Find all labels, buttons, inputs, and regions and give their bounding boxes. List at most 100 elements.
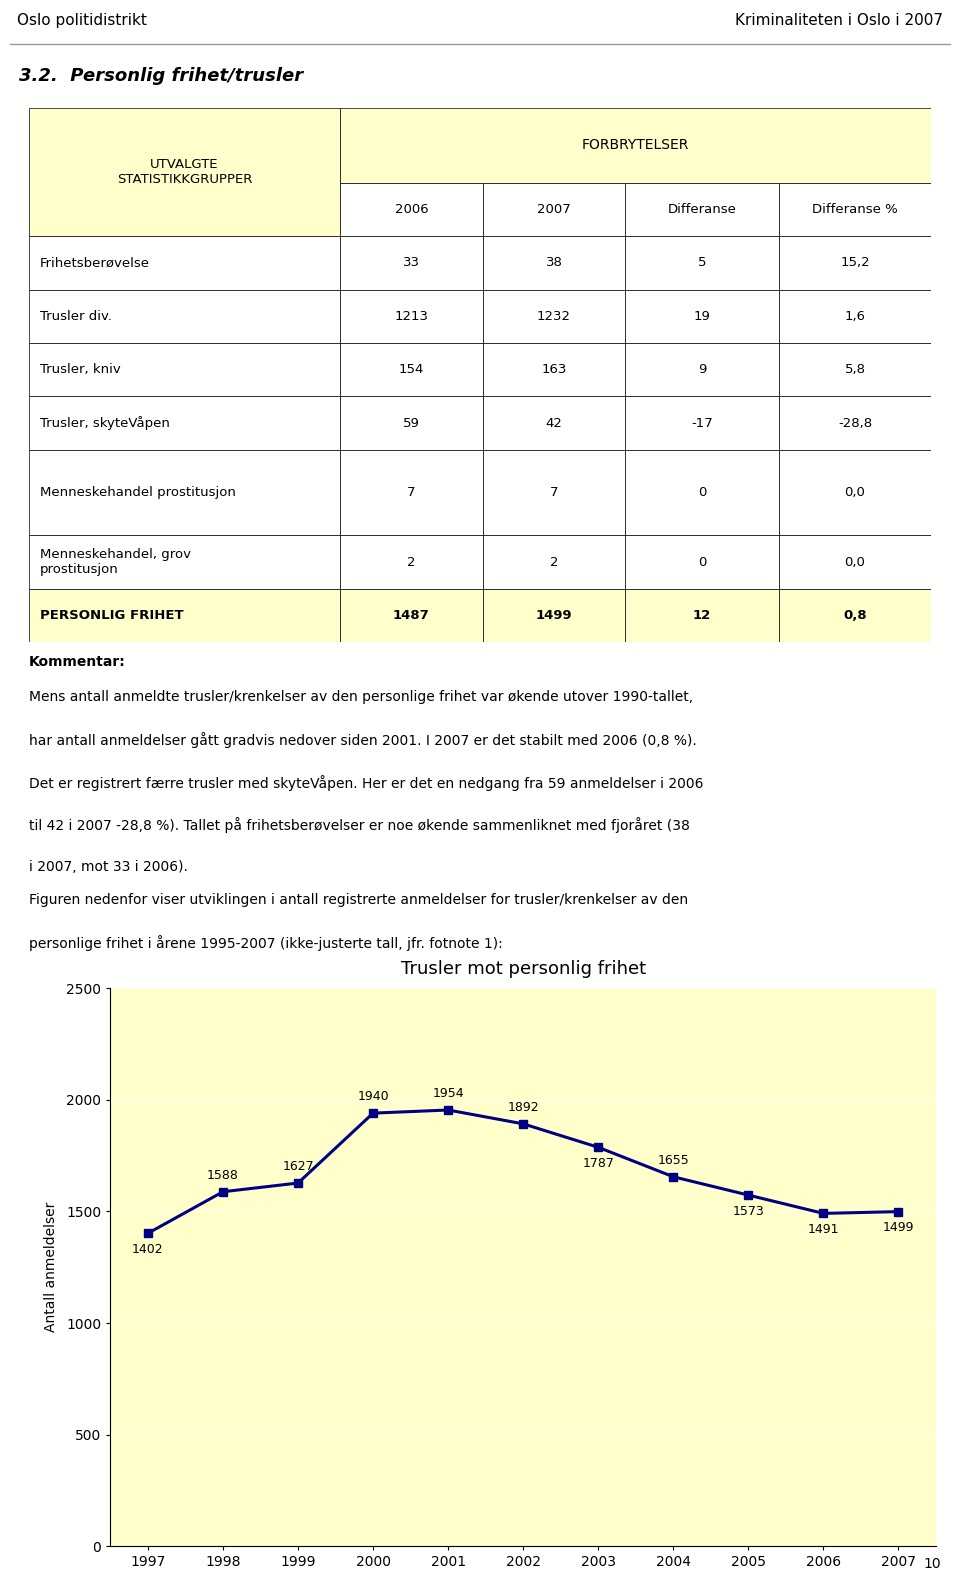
Text: 5: 5 [698, 257, 707, 270]
Text: Menneskehandel, grov
prostitusjon: Menneskehandel, grov prostitusjon [39, 549, 191, 576]
Text: 7: 7 [407, 487, 416, 500]
Bar [779, 450, 931, 536]
Text: 0,0: 0,0 [845, 555, 865, 569]
Text: 10: 10 [924, 1557, 941, 1570]
Text: 163: 163 [541, 363, 566, 376]
Bar [29, 343, 340, 396]
Bar [625, 343, 779, 396]
Text: 33: 33 [403, 257, 420, 270]
Text: Figuren nedenfor viser utviklingen i antall registrerte anmeldelser for trusler/: Figuren nedenfor viser utviklingen i ant… [29, 893, 688, 907]
Bar [625, 182, 779, 236]
Text: 1487: 1487 [393, 609, 430, 622]
Bar [625, 536, 779, 588]
Text: 2: 2 [407, 555, 416, 569]
Bar [779, 536, 931, 588]
Text: Trusler div.: Trusler div. [39, 309, 111, 324]
Bar [779, 396, 931, 450]
Bar [29, 236, 340, 290]
Text: 3.2.  Personlig frihet/trusler: 3.2. Personlig frihet/trusler [19, 67, 303, 86]
Text: 1499: 1499 [536, 609, 572, 622]
Bar [625, 236, 779, 290]
Text: 5,8: 5,8 [845, 363, 866, 376]
Bar [483, 236, 625, 290]
Text: Kriminaliteten i Oslo i 2007: Kriminaliteten i Oslo i 2007 [734, 13, 943, 29]
Text: Trusler, skyteVåpen: Trusler, skyteVåpen [39, 416, 170, 430]
Text: -28,8: -28,8 [838, 417, 872, 430]
Bar [483, 182, 625, 236]
Text: PERSONLIG FRIHET: PERSONLIG FRIHET [39, 609, 183, 622]
Bar [340, 290, 483, 343]
Text: 1232: 1232 [537, 309, 571, 324]
Text: 9: 9 [698, 363, 707, 376]
Bar [29, 290, 340, 343]
Bar [779, 588, 931, 642]
Text: Frihetsberøvelse: Frihetsberøvelse [39, 257, 150, 270]
Text: 0,0: 0,0 [845, 487, 865, 500]
Bar [340, 588, 483, 642]
Bar [340, 536, 483, 588]
Bar [625, 588, 779, 642]
Bar [483, 343, 625, 396]
Bar [483, 450, 625, 536]
Text: Kommentar:: Kommentar: [29, 655, 126, 669]
Text: 0: 0 [698, 555, 707, 569]
Text: 1491: 1491 [807, 1223, 839, 1235]
Text: 1402: 1402 [132, 1243, 164, 1256]
Text: 1573: 1573 [732, 1205, 764, 1218]
Text: 38: 38 [545, 257, 563, 270]
Text: 1,6: 1,6 [845, 309, 866, 324]
Bar [625, 450, 779, 536]
Text: 154: 154 [398, 363, 424, 376]
Bar [340, 450, 483, 536]
Text: 2: 2 [550, 555, 559, 569]
Text: Differanse %: Differanse % [812, 203, 898, 216]
Bar [779, 236, 931, 290]
Bar [779, 290, 931, 343]
Text: 42: 42 [545, 417, 563, 430]
Bar [779, 182, 931, 236]
Bar [483, 588, 625, 642]
Bar [483, 290, 625, 343]
Bar [340, 182, 483, 236]
Text: UTVALGTE
STATISTIKKGRUPPER: UTVALGTE STATISTIKKGRUPPER [117, 159, 252, 186]
Text: Differanse: Differanse [667, 203, 736, 216]
Text: i 2007, mot 33 i 2006).: i 2007, mot 33 i 2006). [29, 860, 187, 874]
Text: 1588: 1588 [207, 1169, 239, 1182]
Text: 15,2: 15,2 [840, 257, 870, 270]
Text: FORBRYTELSER: FORBRYTELSER [582, 138, 689, 152]
Text: -17: -17 [691, 417, 713, 430]
Text: Mens antall anmeldte trusler/krenkelser av den personlige frihet var økende utov: Mens antall anmeldte trusler/krenkelser … [29, 690, 693, 704]
Text: 2007: 2007 [538, 203, 571, 216]
Text: 59: 59 [403, 417, 420, 430]
Text: 1213: 1213 [395, 309, 428, 324]
Bar [625, 290, 779, 343]
Bar [779, 343, 931, 396]
Bar [29, 536, 340, 588]
Text: 1787: 1787 [583, 1158, 614, 1170]
Text: Trusler, kniv: Trusler, kniv [39, 363, 120, 376]
Text: har antall anmeldelser gått gradvis nedover siden 2001. I 2007 er det stabilt me: har antall anmeldelser gått gradvis nedo… [29, 733, 697, 749]
Bar [625, 396, 779, 450]
Text: personlige frihet i årene 1995-2007 (ikke-justerte tall, jfr. fotnote 1):: personlige frihet i årene 1995-2007 (ikk… [29, 934, 502, 950]
Title: Trusler mot personlig frihet: Trusler mot personlig frihet [400, 960, 646, 979]
Bar [483, 536, 625, 588]
Text: 2006: 2006 [395, 203, 428, 216]
Text: 1655: 1655 [658, 1155, 689, 1167]
Bar [29, 108, 340, 236]
Text: til 42 i 2007 -28,8 %). Tallet på frihetsberøvelser er noe økende sammenliknet m: til 42 i 2007 -28,8 %). Tallet på frihet… [29, 817, 689, 833]
Text: 19: 19 [693, 309, 710, 324]
Text: 0: 0 [698, 487, 707, 500]
Text: Oslo politidistrikt: Oslo politidistrikt [17, 13, 147, 29]
Bar [340, 236, 483, 290]
Bar [340, 108, 931, 182]
Bar [29, 396, 340, 450]
Text: 1499: 1499 [883, 1221, 914, 1234]
Bar [29, 588, 340, 642]
Text: 1892: 1892 [508, 1101, 539, 1113]
Text: 7: 7 [550, 487, 559, 500]
Text: 0,8: 0,8 [843, 609, 867, 622]
Text: 12: 12 [693, 609, 711, 622]
Text: Menneskehandel prostitusjon: Menneskehandel prostitusjon [39, 487, 235, 500]
Text: 1940: 1940 [357, 1091, 389, 1104]
Text: 1627: 1627 [282, 1161, 314, 1174]
